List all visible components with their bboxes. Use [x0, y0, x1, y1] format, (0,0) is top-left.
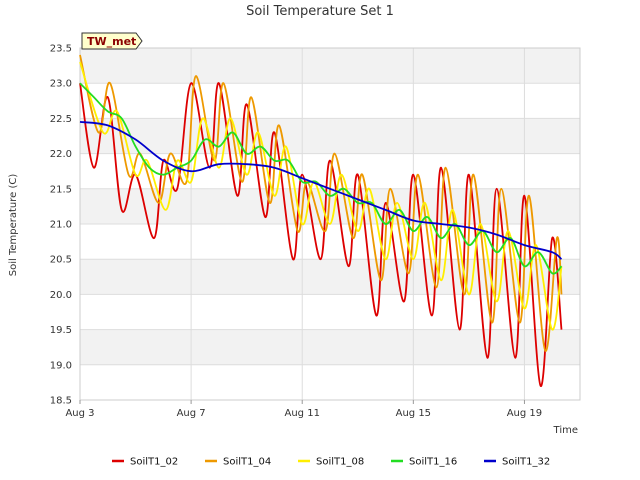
y-tick-label: 19.0 — [50, 360, 72, 371]
chart-title: Soil Temperature Set 1 — [246, 4, 394, 19]
legend-label-soilt1-16: SoilT1_16 — [409, 457, 457, 468]
x-tick-label: Aug 3 — [65, 408, 94, 419]
y-tick-label: 20.5 — [50, 255, 72, 266]
y-tick-label: 21.0 — [50, 220, 72, 231]
series-line-soilt1-04 — [79, 54, 563, 352]
y-axis-ticks: 18.5 19.0 19.5 20.0 20.5 21.0 21.5 22.0 22.5 23.0… — [50, 44, 72, 407]
x-tick-label: Aug 11 — [285, 408, 320, 419]
y-tick-label: 23.0 — [50, 79, 72, 90]
legend-label-soilt1-32: SoilT1_32 — [502, 457, 550, 468]
series-line-soilt1-08 — [79, 61, 563, 331]
y-tick-label: 22.5 — [50, 114, 72, 125]
legend-label-soilt1-04: SoilT1_04 — [223, 457, 271, 468]
plot-band — [80, 329, 580, 365]
y-tick-label: 20.0 — [50, 290, 72, 301]
y-tick-label: 23.5 — [50, 44, 72, 55]
badge-label: TW_met — [87, 35, 136, 48]
plot-band — [80, 118, 580, 154]
x-axis-ticks: Aug 3 Aug 7 Aug 11 Aug 15 Aug 19 — [65, 400, 542, 419]
badge: TW_met — [81, 32, 143, 50]
series-line-soilt1-02 — [79, 82, 563, 387]
x-tick-label: Aug 19 — [507, 408, 542, 419]
x-tick-label: Aug 7 — [177, 408, 206, 419]
legend-label-soilt1-02: SoilT1_02 — [130, 457, 178, 468]
series-line-soilt1-32 — [79, 121, 563, 260]
legend-label-soilt1-08: SoilT1_08 — [316, 457, 364, 468]
plot-frame — [79, 47, 581, 401]
y-axis-label: Soil Temperature (C) — [8, 174, 19, 277]
x-axis-label: Time — [553, 425, 578, 436]
y-tick-label: 21.5 — [50, 184, 72, 195]
y-tick-label: 19.5 — [50, 325, 72, 336]
legend: SoilT1_02 SoilT1_04 SoilT1_08 SoilT1_16 Soil… — [112, 457, 550, 468]
series-lines — [79, 54, 563, 387]
badge-shape — [81, 32, 143, 50]
y-tick-label: 22.0 — [50, 149, 72, 160]
plot-band — [80, 48, 580, 84]
y-tick-label: 18.5 — [50, 396, 72, 407]
series-line-soilt1-16 — [79, 82, 563, 275]
x-tick-label: Aug 15 — [396, 408, 431, 419]
